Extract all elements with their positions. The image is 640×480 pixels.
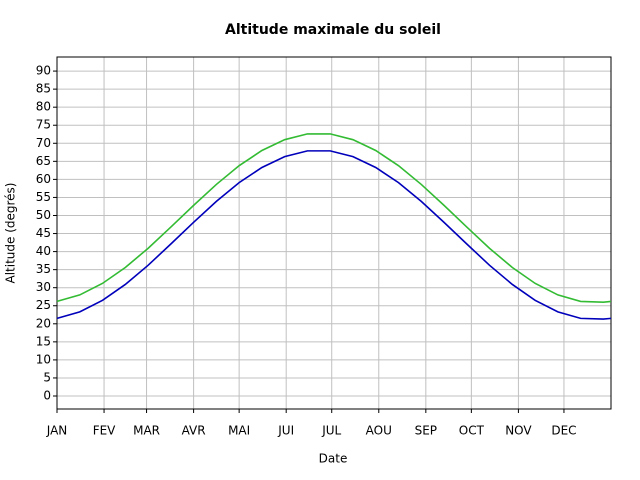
y-tick-label: 20 xyxy=(36,316,51,330)
y-tick-label: 5 xyxy=(43,370,51,384)
y-axis-label: Altitude (degrés) xyxy=(4,183,18,284)
y-tick-label: 85 xyxy=(36,82,51,96)
y-tick-label: 25 xyxy=(36,298,51,312)
x-tick-label: FEV xyxy=(93,424,116,438)
chart-title: Altitude maximale du soleil xyxy=(225,22,441,38)
y-tick-label: 30 xyxy=(36,280,51,294)
series-line xyxy=(56,150,612,320)
x-tick-label: DEC xyxy=(551,424,576,438)
x-tick-label: OCT xyxy=(459,424,485,438)
y-tick-label: 90 xyxy=(36,64,51,78)
x-axis-label: Date xyxy=(319,452,348,466)
series-line xyxy=(56,133,612,303)
y-tick-label: 55 xyxy=(36,190,51,204)
y-tick-label: 65 xyxy=(36,154,51,168)
y-tick-label: 75 xyxy=(36,118,51,132)
y-tick-label: 35 xyxy=(36,262,51,276)
y-tick-label: 0 xyxy=(43,389,51,403)
y-tick-label: 60 xyxy=(36,172,51,186)
x-tick-label: AOU xyxy=(366,424,392,438)
x-tick-label: MAR xyxy=(133,424,160,438)
y-tick-label: 15 xyxy=(36,334,51,348)
plot-frame xyxy=(56,56,612,410)
y-tick-label: 70 xyxy=(36,136,51,150)
x-tick-label: MAI xyxy=(228,424,250,438)
x-tick-label: SEP xyxy=(415,424,437,438)
y-tick-label: 50 xyxy=(36,208,51,222)
y-tick-label: 45 xyxy=(36,226,51,240)
x-tick-label: NOV xyxy=(505,424,532,438)
y-tick-label: 80 xyxy=(36,100,51,114)
x-tick-label: JUL xyxy=(321,424,341,438)
x-tick-label: AVR xyxy=(182,424,206,438)
y-tick-label: 10 xyxy=(36,352,51,366)
x-tick-label: JUI xyxy=(277,424,294,438)
x-tick-label: JAN xyxy=(46,424,68,438)
y-tick-label: 40 xyxy=(36,244,51,258)
